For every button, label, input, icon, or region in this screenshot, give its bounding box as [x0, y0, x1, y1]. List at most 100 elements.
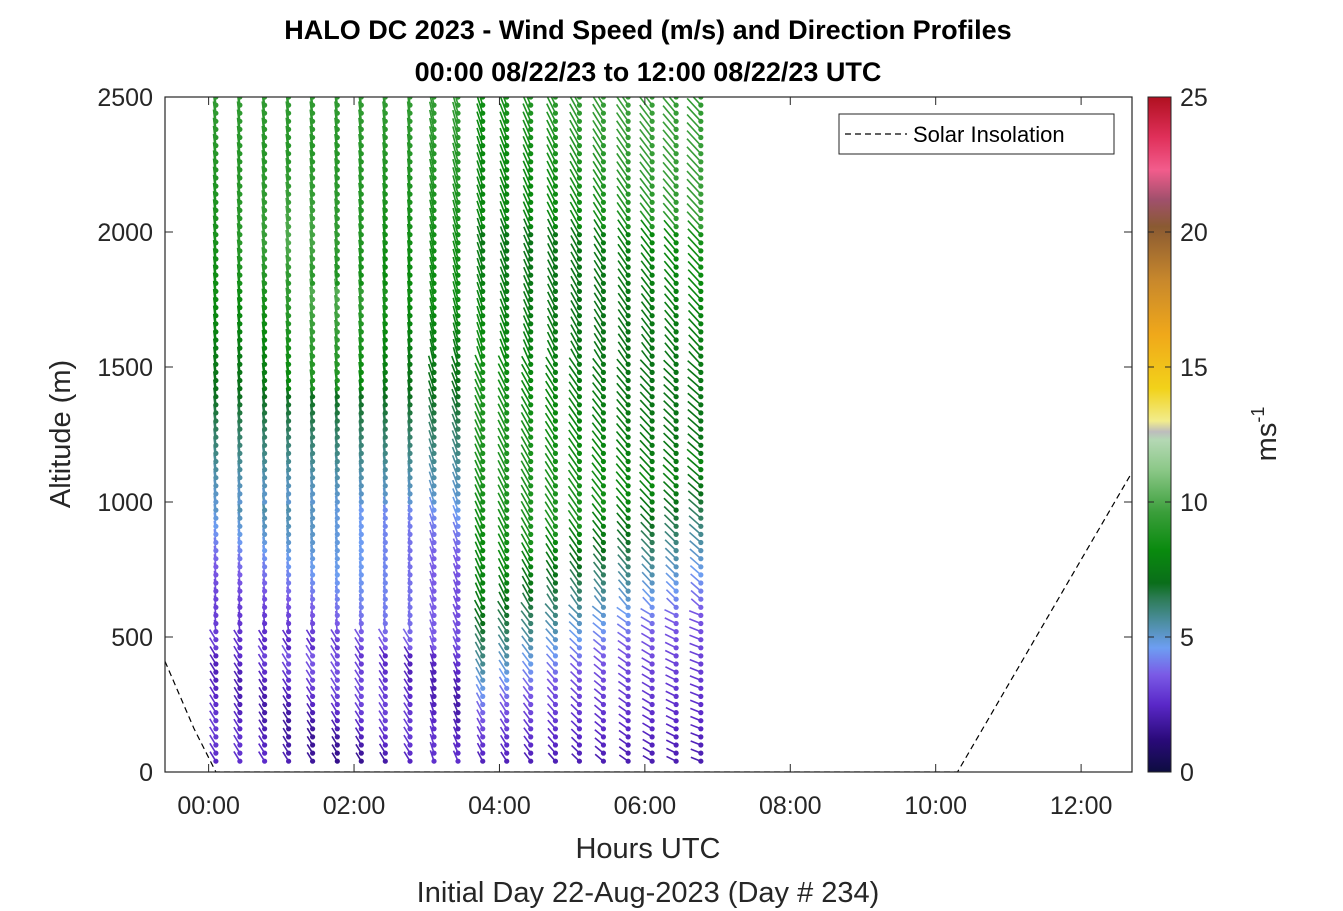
wind-barb-point — [455, 97, 461, 100]
wind-barb — [617, 292, 629, 309]
wind-barb-point — [358, 523, 364, 529]
wind-barb-point — [552, 151, 559, 157]
wind-barb-point — [649, 207, 655, 213]
wind-barb-point — [382, 734, 388, 740]
wind-barb — [546, 593, 557, 608]
wind-barb-point — [309, 758, 316, 764]
wind-barb-point — [504, 637, 510, 643]
wind-barb-point — [552, 240, 559, 246]
wind-barb — [570, 275, 581, 292]
wind-barb — [591, 438, 605, 454]
wind-barb-point — [673, 572, 679, 578]
wind-barb-point — [455, 661, 461, 667]
wind-barb-point — [309, 337, 316, 343]
wind-barb — [663, 424, 677, 438]
wind-barb — [499, 234, 508, 252]
wind-barb-point — [358, 507, 364, 513]
wind-barb — [476, 345, 484, 365]
wind-barb-point — [649, 758, 655, 764]
wind-barb — [616, 382, 629, 398]
wind-barb-point — [455, 620, 461, 627]
wind-barb-point — [382, 97, 388, 100]
wind-barb-point — [237, 750, 243, 756]
wind-barb-point — [407, 321, 413, 327]
wind-barb-point — [334, 288, 340, 294]
wind-barb — [639, 112, 653, 130]
wind-barb-point — [309, 434, 316, 440]
wind-barb-point — [673, 199, 679, 205]
wind-barb — [523, 226, 532, 244]
wind-barb — [639, 455, 653, 471]
wind-barb-point — [504, 97, 510, 100]
wind-barb-point — [600, 612, 607, 619]
wind-barb-point — [552, 191, 559, 197]
wind-barb-point — [286, 701, 292, 708]
wind-barb-point — [649, 232, 655, 238]
wind-barb-point — [673, 248, 679, 254]
wind-barb-point — [480, 199, 486, 205]
wind-barb — [692, 97, 702, 106]
wind-barb-point — [213, 645, 219, 651]
wind-barb-point — [358, 183, 364, 189]
wind-barb-point — [673, 620, 679, 627]
wind-barb-point — [698, 458, 704, 465]
wind-barb-point — [649, 215, 655, 222]
wind-barb-point — [407, 102, 413, 108]
wind-barb-point — [480, 653, 486, 659]
wind-barb-point — [213, 556, 219, 562]
wind-barb — [474, 402, 484, 422]
wind-barb — [662, 113, 677, 130]
wind-barb-point — [673, 531, 679, 538]
wind-barb-point — [262, 134, 268, 141]
wind-barb-point — [407, 134, 413, 141]
wind-barb-point — [309, 669, 316, 675]
wind-barb-point — [431, 629, 437, 635]
wind-barb-point — [407, 693, 413, 700]
wind-barb-point — [237, 604, 243, 610]
wind-barb — [474, 557, 484, 576]
wind-barb-point — [237, 450, 243, 456]
wind-barb-point — [237, 175, 243, 181]
wind-barb — [497, 549, 508, 568]
wind-barb-point — [455, 118, 461, 124]
wind-barb-point — [213, 224, 219, 230]
wind-barb — [499, 152, 508, 171]
y-tick-label: 2000 — [97, 219, 153, 247]
wind-barb-point — [698, 693, 704, 700]
wind-barb — [499, 266, 508, 284]
wind-barb-point — [382, 450, 388, 456]
wind-barb-point — [407, 507, 413, 513]
wind-barb-point — [382, 280, 388, 286]
wind-barb-point — [625, 718, 631, 724]
wind-barb-point — [455, 458, 461, 465]
wind-barb-point — [576, 507, 583, 513]
wind-barb-point — [358, 742, 364, 748]
wind-barb — [688, 498, 702, 511]
wind-barb-point — [431, 491, 437, 497]
wind-barb — [687, 465, 702, 479]
wind-barb-point — [455, 183, 461, 189]
wind-barb-point — [455, 345, 461, 351]
wind-barb-point — [237, 531, 243, 538]
wind-barb-point — [309, 296, 316, 303]
wind-barb-point — [455, 232, 461, 238]
wind-barb-point — [358, 531, 364, 538]
wind-barb-point — [698, 305, 704, 311]
wind-barb-point — [431, 742, 437, 748]
wind-barb — [451, 413, 459, 430]
wind-barb-point — [504, 264, 510, 270]
wind-barb-point — [431, 232, 437, 238]
wind-barb-point — [698, 377, 704, 384]
wind-barb-point — [504, 564, 510, 570]
wind-barb-point — [528, 734, 534, 740]
wind-barb — [592, 536, 605, 552]
wind-barb-point — [358, 97, 364, 100]
wind-barb-point — [600, 475, 607, 481]
wind-barb-point — [431, 434, 437, 440]
wind-barb — [452, 150, 459, 171]
wind-barb — [687, 252, 702, 268]
wind-barb-point — [334, 645, 340, 651]
wind-barb-point — [213, 296, 219, 303]
wind-barb-point — [649, 369, 655, 375]
wind-barb — [616, 136, 629, 155]
